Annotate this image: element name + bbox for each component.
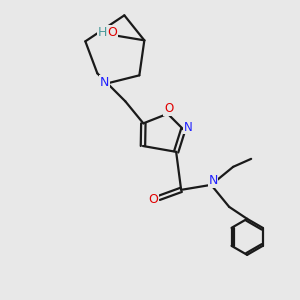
Text: N: N (100, 76, 109, 89)
Text: O: O (107, 26, 117, 39)
Text: H: H (98, 26, 107, 39)
Text: N: N (184, 121, 193, 134)
Text: O: O (148, 194, 158, 206)
Text: O: O (164, 102, 173, 115)
Text: N: N (208, 174, 218, 188)
